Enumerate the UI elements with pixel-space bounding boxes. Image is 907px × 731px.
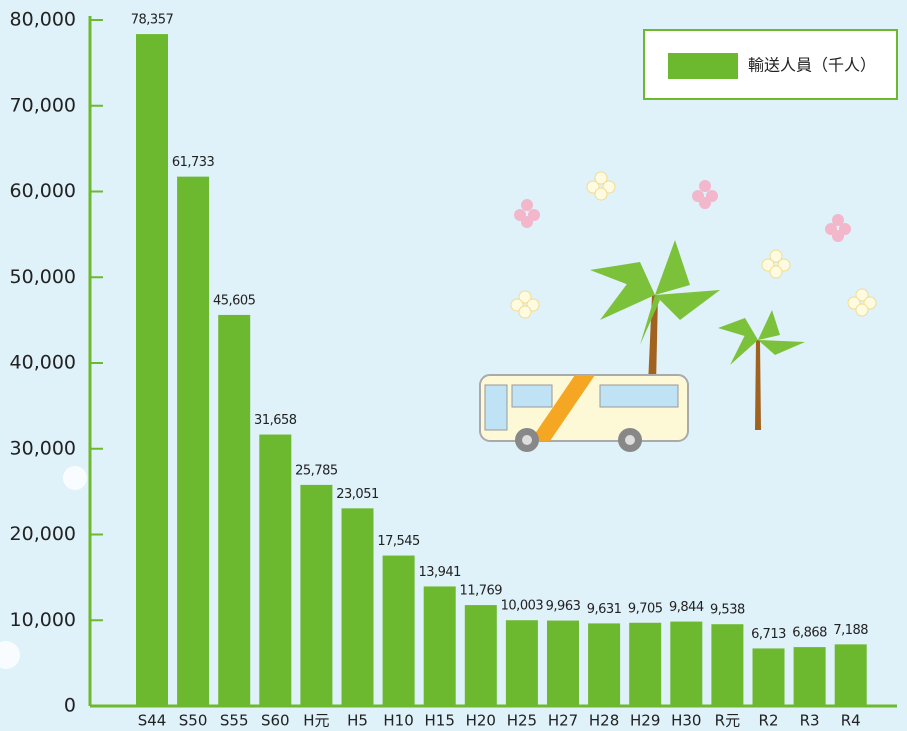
y-tick-label: 10,000 bbox=[10, 609, 76, 631]
value-label: 23,051 bbox=[336, 487, 379, 502]
y-tick-label: 80,000 bbox=[10, 9, 76, 31]
bar bbox=[670, 622, 702, 706]
x-tick-label: S44 bbox=[138, 712, 167, 730]
x-tick-label: H10 bbox=[383, 712, 413, 730]
bar bbox=[383, 556, 415, 706]
x-tick-label: H29 bbox=[630, 712, 660, 730]
x-tick-label: S50 bbox=[179, 712, 208, 730]
x-tick-label: H5 bbox=[347, 712, 368, 730]
x-tick-label: R2 bbox=[759, 712, 779, 730]
x-tick-label: H元 bbox=[303, 712, 329, 730]
bar bbox=[753, 648, 785, 706]
bar bbox=[629, 623, 661, 706]
bar bbox=[342, 508, 374, 706]
x-tick-label: R元 bbox=[715, 712, 740, 730]
bar bbox=[218, 315, 250, 706]
bar bbox=[835, 644, 867, 706]
x-tick-label: S60 bbox=[261, 712, 290, 730]
y-tick-label: 60,000 bbox=[10, 180, 76, 202]
value-label: 10,003 bbox=[501, 599, 544, 614]
x-tick-label: H20 bbox=[466, 712, 496, 730]
bar bbox=[588, 623, 620, 706]
x-tick-label: R3 bbox=[800, 712, 820, 730]
x-tick-label: H25 bbox=[507, 712, 537, 730]
value-label: 25,785 bbox=[295, 463, 338, 478]
value-label: 9,705 bbox=[628, 601, 663, 616]
bar bbox=[465, 605, 497, 706]
bar bbox=[177, 177, 209, 706]
legend-swatch bbox=[668, 53, 738, 79]
value-label: 7,188 bbox=[833, 623, 868, 638]
x-tick-label: H27 bbox=[548, 712, 578, 730]
value-label: 9,963 bbox=[546, 599, 581, 614]
bar bbox=[506, 620, 538, 706]
chart: 輸送人員（千人） 0 10,000 20,000 30,000 40,000 50,000… bbox=[0, 0, 907, 731]
bar bbox=[136, 34, 168, 706]
value-label: 11,769 bbox=[460, 584, 503, 599]
bar bbox=[424, 586, 456, 706]
y-tick-label: 30,000 bbox=[10, 437, 76, 459]
bar bbox=[259, 435, 291, 706]
x-tick-label: H15 bbox=[425, 712, 455, 730]
value-label: 6,713 bbox=[751, 627, 786, 642]
y-tick-label: 20,000 bbox=[10, 523, 76, 545]
legend-label: 輸送人員（千人） bbox=[748, 56, 876, 75]
value-label: 6,868 bbox=[792, 626, 827, 641]
x-tick-label: R4 bbox=[841, 712, 861, 730]
bar bbox=[547, 621, 579, 706]
y-tick-label: 0 bbox=[64, 695, 76, 717]
y-tick-label: 50,000 bbox=[10, 266, 76, 288]
x-tick-label: S55 bbox=[220, 712, 249, 730]
value-label: 45,605 bbox=[213, 293, 256, 308]
y-tick-label: 40,000 bbox=[10, 352, 76, 374]
bar bbox=[300, 485, 332, 706]
value-label: 9,538 bbox=[710, 603, 745, 618]
value-label: 61,733 bbox=[172, 155, 215, 170]
bar bbox=[711, 624, 743, 706]
value-label: 9,631 bbox=[587, 602, 622, 617]
value-label: 13,941 bbox=[418, 565, 461, 580]
x-tick-label: H28 bbox=[589, 712, 619, 730]
value-label: 78,357 bbox=[131, 13, 174, 28]
x-tick-label: H30 bbox=[671, 712, 701, 730]
value-label: 31,658 bbox=[254, 413, 297, 428]
value-label: 17,545 bbox=[377, 534, 420, 549]
bar bbox=[794, 647, 826, 706]
y-tick-label: 70,000 bbox=[10, 94, 76, 116]
value-label: 9,844 bbox=[669, 600, 704, 615]
